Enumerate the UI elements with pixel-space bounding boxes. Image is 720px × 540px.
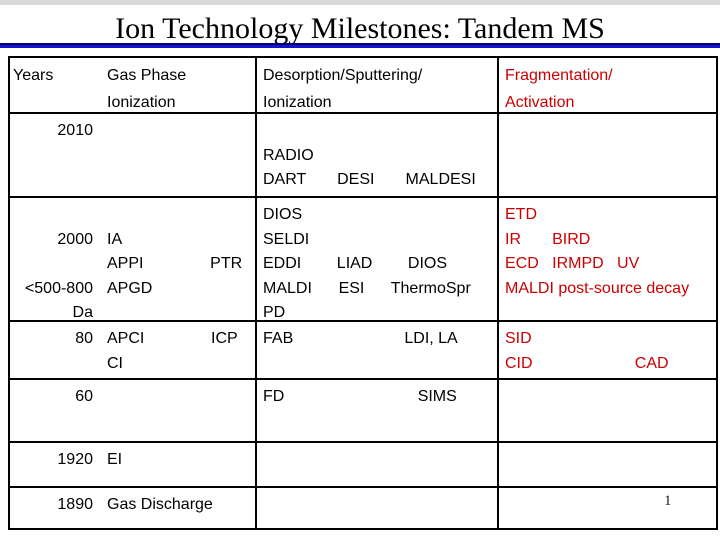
table-row-1890: 1890 Gas Discharge	[10, 488, 716, 528]
cell-1920-fragmentation	[497, 443, 716, 486]
cell-80-desorption: FAB LDI, LA	[255, 322, 497, 378]
cell-1890-fragmentation	[497, 488, 716, 528]
cell-60-year: 60	[75, 388, 93, 405]
col-header-desorption: Desorption/Sputtering/ Ionization	[255, 58, 497, 112]
cell-2000-fragmentation: ETD IR BIRD ECD IRMPD UV MALDI post-sour…	[497, 198, 716, 320]
cell-1890-desorption	[255, 488, 497, 528]
page-number: 1	[664, 493, 672, 509]
cell-2000-years-gas: 2000 <500-800 Da IA APPI PTR APGD	[10, 198, 255, 321]
cell-1920-years-gas: 1920 EI	[10, 443, 255, 486]
slide-title: Ion Technology Milestones: Tandem MS	[115, 12, 605, 45]
table-header-row: Years Gas Phase Ionization Desorption/Sp…	[10, 58, 716, 114]
col-header-years: Years	[13, 67, 54, 84]
table-row-1920: 1920 EI	[10, 443, 716, 488]
col-header-fragmentation: Fragmentation/ Activation	[497, 58, 716, 112]
cell-2000-desorption: DIOS SELDI EDDI LIAD DIOS MALDI ESI Ther…	[255, 198, 497, 320]
title-rule-navy-line	[0, 43, 720, 45]
cell-1920-desorption	[255, 443, 497, 486]
table-row-2010: 2010 RADIO DART DESI MALDESI	[10, 114, 716, 198]
cell-2000-gas-phase: IA APPI PTR APGD	[107, 230, 243, 297]
cell-80-years-gas: 80 APCI ICP CI	[10, 322, 255, 378]
cell-1890-year: 1890	[57, 496, 93, 513]
cell-1920-gas-phase: EI	[107, 451, 123, 468]
header-cell-years-gasphase: Years Gas Phase Ionization	[10, 58, 255, 112]
cell-2010-year: 2010	[57, 122, 93, 139]
cell-80-fragmentation: SID CID CAD	[497, 322, 716, 378]
cell-80-year: 80	[75, 330, 93, 347]
milestones-table: Years Gas Phase Ionization Desorption/Sp…	[8, 56, 718, 530]
cell-1920-year: 1920	[57, 451, 93, 468]
cell-60-desorption: FD SIMS	[255, 380, 497, 441]
title-rule	[0, 43, 720, 48]
cell-2000-year: 2000 <500-800 Da	[24, 230, 93, 321]
cell-2010-fragmentation	[497, 114, 716, 196]
cell-2010-years-gas: 2010	[10, 114, 255, 196]
top-edge-strip	[0, 0, 720, 5]
cell-80-gas-phase: APCI ICP CI	[107, 330, 238, 372]
table-row-60: 60 FD SIMS	[10, 380, 716, 443]
cell-1890-years-gas: 1890 Gas Discharge	[10, 488, 255, 528]
cell-60-gas-phase	[107, 385, 255, 441]
cell-60-fragmentation	[497, 380, 716, 441]
cell-1890-gas-phase: Gas Discharge	[107, 496, 213, 513]
title-rule-blue-line	[0, 45, 720, 48]
cell-2010-gas-phase	[107, 119, 255, 196]
cell-60-years-gas: 60	[10, 380, 255, 441]
cell-2010-desorption: RADIO DART DESI MALDESI	[255, 114, 497, 196]
table-row-80: 80 APCI ICP CI FAB LDI, LA SID CID CAD	[10, 322, 716, 380]
col-header-gas-phase: Gas Phase Ionization	[107, 67, 187, 111]
table-row-2000: 2000 <500-800 Da IA APPI PTR APGD DIOS S…	[10, 198, 716, 322]
